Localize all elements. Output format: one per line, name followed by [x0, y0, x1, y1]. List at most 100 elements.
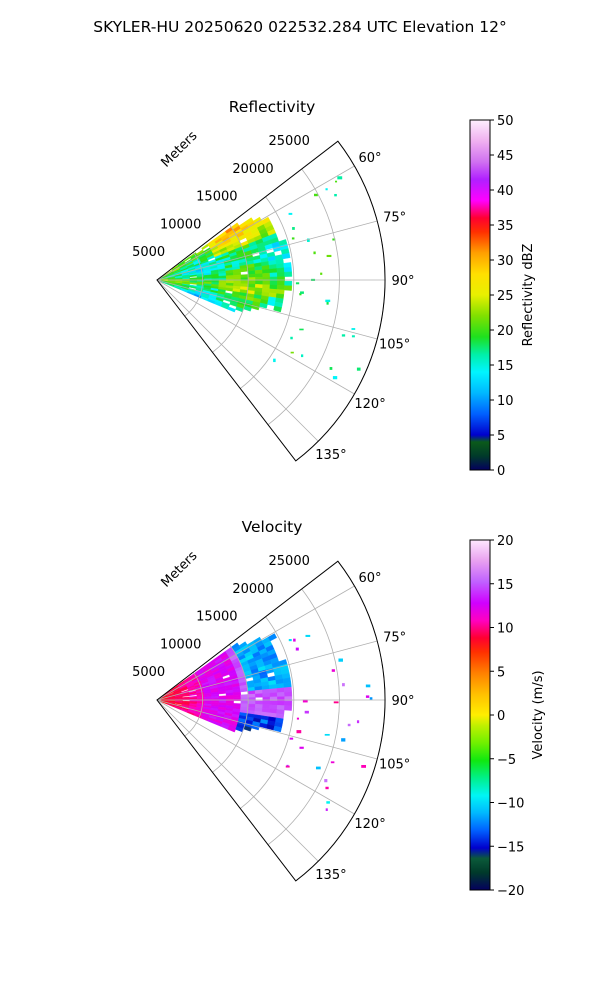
echo-speck	[290, 336, 293, 340]
echo-cell	[255, 693, 263, 698]
echo-cell	[247, 280, 256, 285]
azimuth-spoke	[156, 699, 378, 760]
echo-speck	[299, 746, 304, 749]
echo-speck	[361, 764, 367, 768]
echo-cell	[262, 688, 271, 694]
sector-outline	[156, 560, 386, 882]
range-ring	[212, 644, 249, 773]
colorbar-tick-label: 0	[497, 709, 505, 724]
echo-cell	[269, 276, 278, 282]
azimuth-spoke	[156, 585, 355, 701]
echo-cell	[247, 273, 256, 278]
echo-speck	[285, 765, 290, 768]
colorbar-tick-label: 40	[497, 184, 514, 199]
echo-cell	[240, 700, 249, 705]
colorbar-tick-label: 50	[497, 114, 514, 129]
colorbar-tick-label: 25	[497, 289, 514, 304]
colorbar-tick-label: −20	[497, 884, 524, 899]
echo-speck	[300, 354, 304, 358]
colorbar-tick-label: −10	[497, 797, 524, 812]
echo-cell	[225, 275, 234, 279]
echo-speck	[292, 227, 295, 230]
echo-cell	[276, 687, 285, 693]
echo-cell	[218, 695, 227, 699]
velocity-radial-ticks: 5000 10000 15000 20000 25000	[132, 554, 310, 680]
echo-speck	[329, 367, 333, 370]
radial-tick-label: 25000	[269, 554, 310, 569]
echo-cell	[284, 285, 293, 291]
echo-speck	[351, 335, 355, 338]
echo-cell	[277, 276, 285, 282]
velocity-panel: Velocity 5000 10000 15000 20000 25000 60° 75°…	[132, 518, 546, 899]
echo-cell	[283, 266, 292, 273]
echo-speck	[326, 302, 329, 305]
echo-speck	[306, 238, 310, 242]
reflectivity-angle-ticks: 60° 75° 90° 105° 120° 135°	[315, 151, 414, 463]
echo-speck	[286, 764, 289, 767]
echo-speck	[342, 683, 345, 687]
sector-outline	[156, 140, 386, 462]
radial-tick-label: 20000	[232, 162, 273, 177]
echo-cell	[247, 700, 256, 705]
echo-cell	[276, 691, 285, 698]
echo-speck	[299, 293, 302, 296]
echo-speck	[365, 684, 371, 688]
echo-speck	[333, 701, 339, 704]
angle-tick-label: 105°	[379, 758, 410, 773]
echo-cell	[218, 275, 227, 279]
colorbar-tick-label: 15	[497, 578, 514, 593]
echo-speck	[369, 697, 373, 700]
range-ring	[267, 588, 340, 846]
velocity-angle-ticks: 60° 75° 90° 105° 120° 135°	[315, 571, 414, 883]
angle-tick-label: 135°	[315, 448, 346, 463]
reflectivity-grid	[156, 140, 386, 462]
echo-cell	[225, 287, 234, 292]
echo-cell	[283, 686, 292, 693]
echo-cell	[255, 273, 263, 278]
echo-speck	[351, 328, 356, 330]
echo-speck	[356, 720, 360, 724]
azimuth-spoke	[156, 640, 378, 701]
echo-cell	[269, 272, 278, 278]
reflectivity-colorbar-label: Reflectivity dBZ	[521, 244, 536, 347]
echo-speck	[347, 723, 351, 727]
velocity-colorbar-ticks: −20 −15 −10 −5 0 5 10 15 20	[490, 534, 524, 899]
echo-cell	[283, 262, 292, 268]
echo-cell	[284, 271, 293, 277]
velocity-echo-layer	[159, 633, 373, 811]
echo-speck	[296, 717, 300, 720]
echo-cell	[269, 268, 278, 274]
echo-speck	[332, 238, 336, 241]
colorbar-tick-label: 45	[497, 149, 514, 164]
echo-speck	[325, 808, 328, 811]
echo-cell	[277, 696, 285, 702]
reflectivity-echo-layer	[159, 176, 361, 380]
echo-cell	[262, 272, 271, 278]
reflectivity-radial-axis-label: Meters	[159, 128, 201, 170]
echo-cell	[284, 696, 293, 702]
echo-speck	[315, 766, 321, 770]
echo-cell	[284, 691, 293, 697]
echo-cell	[262, 700, 271, 706]
echo-cell	[269, 692, 278, 698]
echo-cell	[284, 280, 293, 287]
echo-speck	[356, 367, 361, 371]
radial-tick-label: 5000	[132, 245, 165, 260]
echo-speck	[325, 188, 328, 191]
echo-speck	[300, 291, 304, 294]
echo-cell	[276, 271, 285, 278]
echo-cell	[247, 690, 256, 695]
echo-cell	[233, 274, 242, 279]
colorbar-tick-label: 20	[497, 324, 514, 339]
angle-tick-label: 75°	[383, 630, 406, 645]
echo-cell	[262, 692, 271, 698]
echo-cell	[269, 688, 278, 694]
angle-tick-label: 135°	[315, 868, 346, 883]
range-ring	[295, 560, 386, 882]
colorbar-tick-label: 20	[497, 534, 514, 549]
echo-cell	[267, 633, 277, 642]
echo-cell	[240, 280, 249, 285]
echo-cell	[269, 280, 278, 286]
echo-cell	[247, 270, 256, 275]
echo-speck	[326, 801, 330, 804]
